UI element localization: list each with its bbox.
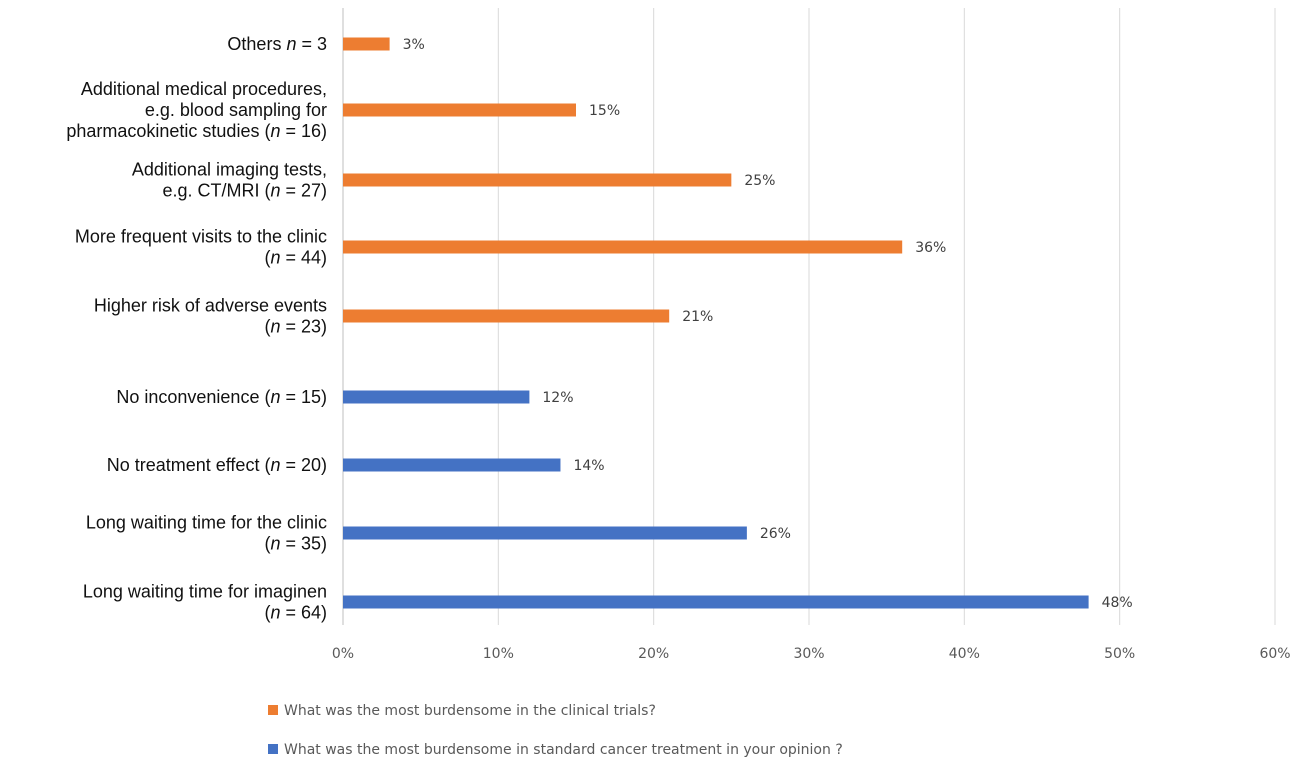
data-label: 15%	[589, 103, 620, 119]
legend-swatch	[268, 744, 278, 754]
bar	[343, 240, 903, 254]
bar	[343, 595, 1089, 609]
x-tick-label: 60%	[1259, 646, 1290, 662]
legend-entry: What was the most burdensome in standard…	[284, 742, 843, 758]
legend-entry: What was the most burdensome in the clin…	[284, 703, 656, 719]
bar	[343, 526, 747, 540]
data-label: 14%	[573, 458, 604, 474]
category-label: More frequent visits to the clinic (n = 4…	[75, 227, 327, 268]
data-label: 48%	[1102, 595, 1133, 611]
bar	[343, 37, 390, 51]
bar	[343, 390, 530, 404]
x-tick-label: 40%	[949, 646, 980, 662]
x-tick-label: 50%	[1104, 646, 1135, 662]
bar	[343, 458, 561, 472]
data-label: 21%	[682, 309, 713, 325]
category-label: No treatment effect (n = 20)	[107, 455, 327, 475]
category-label: Higher risk of adverse events (n = 23)	[94, 296, 327, 337]
category-labels: Others n = 3 Additional medical procedure…	[66, 34, 327, 623]
data-label: 36%	[915, 240, 946, 256]
category-label: Additional medical procedures, e.g. blood…	[66, 79, 327, 141]
bars: 3% 15% 25% 36% 21% 12% 14% 26% 48%	[343, 37, 1133, 611]
bar	[343, 103, 576, 117]
data-label: 25%	[744, 173, 775, 189]
legend-swatch	[268, 705, 278, 715]
x-tick-label: 0%	[332, 646, 354, 662]
x-tick-label: 10%	[483, 646, 514, 662]
data-label: 26%	[760, 526, 791, 542]
category-label: No inconvenience (n = 15)	[116, 387, 327, 407]
category-label: Long waiting time for the clinic (n = 35)	[86, 513, 327, 554]
bar	[343, 173, 732, 187]
category-label: Additional imaging tests, e.g. CT/MRI (n …	[132, 160, 327, 201]
data-label: 12%	[542, 390, 573, 406]
x-tick-label: 20%	[638, 646, 669, 662]
category-label: Long waiting time for imaginen (n = 64)	[83, 582, 327, 623]
x-axis-ticks: 0% 10% 20% 30% 40% 50% 60%	[332, 646, 1291, 662]
bar	[343, 309, 670, 323]
legend: What was the most burdensome in the clin…	[268, 703, 843, 758]
data-label: 3%	[403, 37, 425, 53]
x-tick-label: 30%	[793, 646, 824, 662]
category-label: Others n = 3	[227, 34, 327, 54]
